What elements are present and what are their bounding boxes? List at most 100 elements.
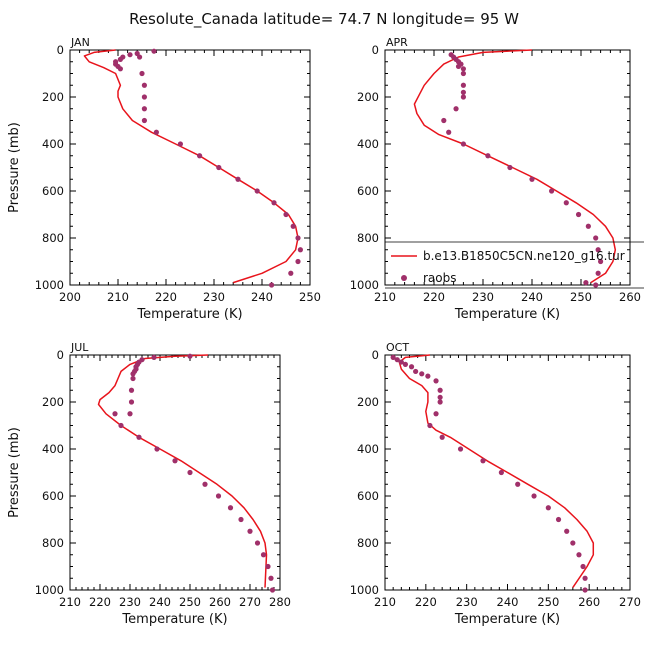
raobs-point [117,56,123,63]
raobs-point [457,446,464,452]
raobs-point [460,66,466,72]
raobs-point [437,394,443,400]
raobs-point [408,364,415,370]
raobs-point [216,164,222,171]
y-tick-label: 0 [372,43,379,57]
raobs-point [265,563,271,570]
plot-frame [69,49,311,286]
raobs-point [425,373,431,379]
x-tick-label: 220 [89,595,111,609]
raobs-point [227,505,234,511]
raobs-point [441,117,447,124]
raobs-point [269,587,276,593]
raobs-point [283,211,289,218]
raobs-point [455,63,462,70]
y-tick-label: 400 [42,137,64,151]
x-tick-label: 250 [179,595,201,609]
month-label: OCT [386,341,409,354]
raobs-point [141,94,147,100]
y-tick-label: 800 [42,231,64,245]
panel-oct: 210 220 230 240 250 260 270 0 200 400 600 800 1000 OC… [350,341,641,627]
x-tick-label: 230 [203,290,225,304]
raobs-point [437,387,443,393]
raobs-point [297,247,303,253]
month-label: APR [386,36,408,49]
raobs-point [215,493,222,499]
raobs-point [130,375,136,382]
raobs-point [187,469,193,476]
raobs-point [555,516,562,523]
raobs-point [238,516,244,523]
y-tick-label: 800 [357,536,379,550]
raobs-point [460,141,466,147]
y-tick-label: 400 [357,137,379,151]
raobs-point [593,235,599,241]
raobs-point [187,353,193,359]
raobs-point [269,282,275,288]
raobs-point [112,411,118,417]
raobs-point [260,552,267,558]
plot-frame [69,354,281,591]
raobs-point [202,481,208,487]
legend-label: b.e13.B1850C5CN.ne120_g16.tur [423,249,625,263]
x-tick-label: 230 [472,290,494,304]
x-tick-label: 210 [59,595,81,609]
y-tick-label: 1000 [350,278,379,292]
raobs-point [141,117,147,124]
raobs-point [128,399,135,405]
y-tick-label: 1000 [35,278,64,292]
x-tick-label: 210 [374,290,396,304]
y-tick-label: 200 [357,395,379,409]
y-tick-label: 0 [57,43,64,57]
y-axis-label: Pressure (mb) [7,122,22,213]
month-label: JAN [70,36,90,49]
raobs-point [580,563,586,570]
raobs-point [402,361,409,367]
x-tick-label: 280 [269,595,291,609]
raobs-point [139,70,145,77]
raobs-point [460,94,466,100]
model-profile-line [398,354,595,589]
x-tick-label: 250 [570,290,592,304]
x-tick-label: 220 [423,290,445,304]
raobs-point [439,434,445,440]
panel-jul: 210 220 230 240 250 260 270 280 0 200 400 600 800 100… [7,341,291,627]
raobs-point [413,368,419,375]
y-tick-label: 400 [357,442,379,456]
x-tick-label: 220 [155,290,177,304]
x-axis-label: Temperature (K) [121,612,227,627]
panel-jan: 200 210 220 230 240 250 0 200 400 600 800 1000 JAN Te… [7,36,321,322]
raobs-point [446,129,452,135]
y-tick-label: 1000 [350,583,379,597]
raobs-point [118,422,124,429]
raobs-point [271,200,277,206]
raobs-point [575,211,582,218]
raobs-point [576,552,582,558]
raobs-point [136,434,142,440]
y-tick-label: 0 [57,348,64,362]
y-tick-label: 200 [42,395,64,409]
raobs-point [585,223,591,229]
raobs-point [235,176,241,182]
x-tick-label: 210 [107,290,129,304]
raobs-point [595,270,601,276]
raobs-point [531,493,537,499]
x-tick-label: 230 [119,595,141,609]
x-tick-label: 240 [149,595,171,609]
x-tick-label: 240 [497,595,519,609]
raobs-point [247,528,253,534]
y-tick-label: 200 [357,90,379,104]
y-tick-label: 800 [42,536,64,550]
legend-dot-swatch [401,275,407,281]
raobs-point [549,188,555,194]
raobs-point [515,481,521,487]
raobs-point [545,505,551,511]
raobs-point [154,446,160,452]
raobs-point [295,258,301,265]
y-tick-label: 600 [42,489,64,503]
raobs-point [295,235,301,241]
raobs-point [563,200,569,206]
x-tick-label: 240 [521,290,543,304]
model-profile-line [413,49,617,284]
